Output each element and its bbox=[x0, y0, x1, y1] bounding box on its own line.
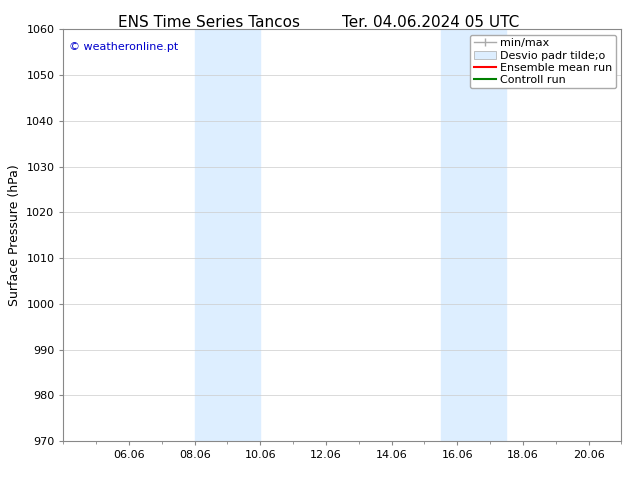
Bar bbox=[441, 29, 507, 441]
Legend: min/max, Desvio padr tilde;o, Ensemble mean run, Controll run: min/max, Desvio padr tilde;o, Ensemble m… bbox=[470, 35, 616, 88]
Text: © weatheronline.pt: © weatheronline.pt bbox=[69, 42, 178, 52]
Y-axis label: Surface Pressure (hPa): Surface Pressure (hPa) bbox=[8, 164, 21, 306]
Bar bbox=[195, 29, 261, 441]
Text: ENS Time Series Tancos: ENS Time Series Tancos bbox=[118, 15, 301, 30]
Text: Ter. 04.06.2024 05 UTC: Ter. 04.06.2024 05 UTC bbox=[342, 15, 520, 30]
